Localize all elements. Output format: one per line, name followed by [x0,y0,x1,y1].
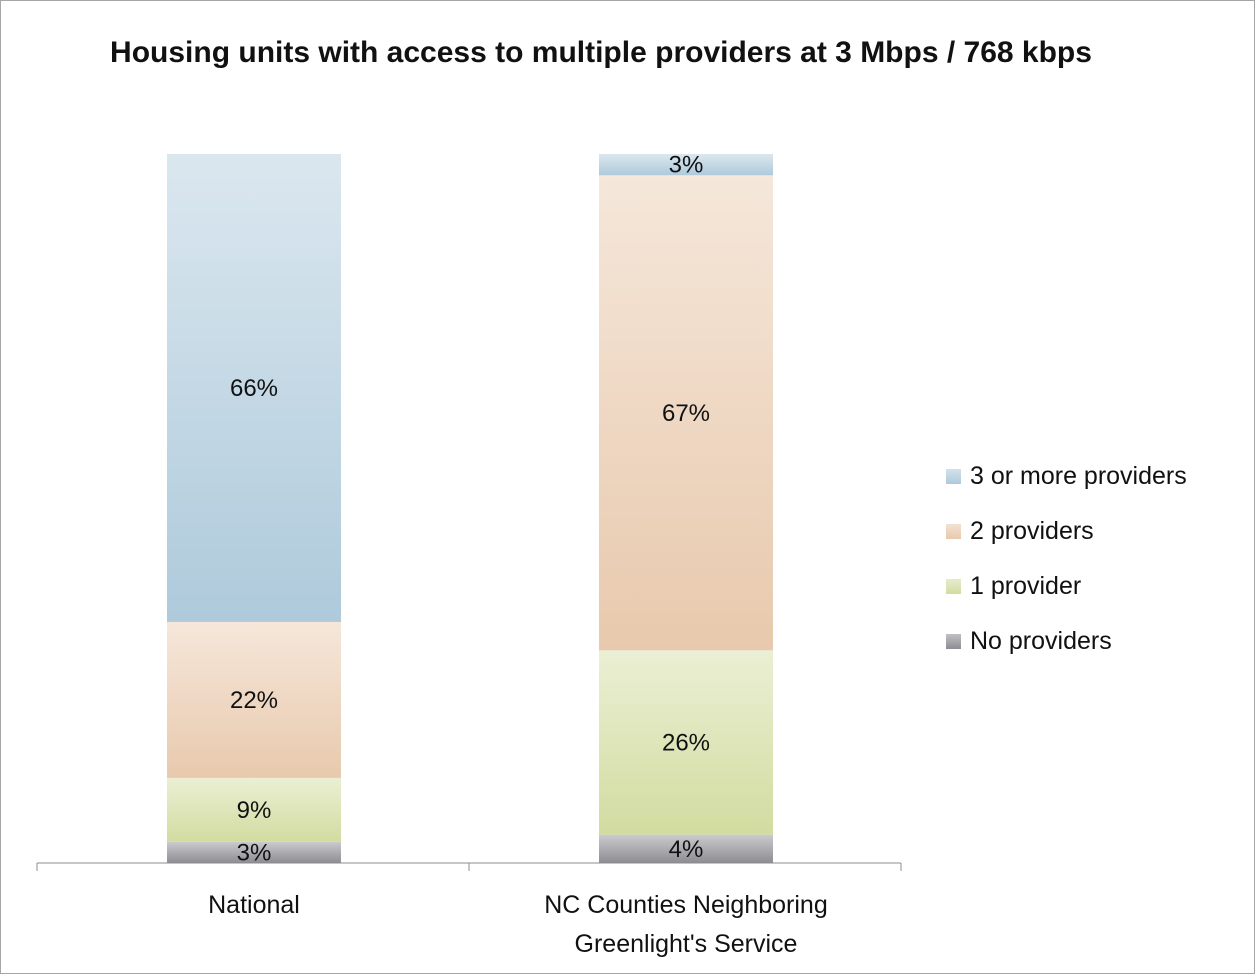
legend-item: 1 provider [946,559,1187,614]
bar-segment-2-providers-1 [599,175,773,651]
bar-segment-no-providers-1 [599,834,773,863]
legend-label: No providers [970,627,1112,655]
legend-item: 3 or more providers [946,449,1187,504]
bar-segment-3-or-more-providers-1 [599,154,773,176]
x-tick-label: National [208,891,300,919]
bar-segment-1-provider-1 [599,650,773,835]
bar-segment-2-providers-0 [167,621,341,778]
data-label: 3% [237,839,272,866]
legend-swatch [946,634,961,649]
bar-segment-no-providers-0 [167,841,341,863]
bar-segment-1-provider-0 [167,777,341,842]
legend-swatch [946,524,961,539]
data-label: 9% [237,797,272,824]
data-label: 22% [230,687,278,714]
legend-label: 1 provider [970,572,1082,600]
legend-swatch [946,579,961,594]
bar-segment-3-or-more-providers-0 [167,154,341,622]
data-label: 66% [230,375,278,402]
legend-label: 2 providers [970,517,1094,545]
legend-swatch [946,469,961,484]
data-label: 3% [669,152,704,179]
data-label: 26% [662,729,710,756]
legend-item: No providers [946,614,1187,669]
data-label: 4% [669,836,704,863]
chart-title: Housing units with access to multiple pr… [110,36,1092,69]
data-label: 67% [662,400,710,427]
x-tick-label: NC Counties Neighboring Greenlight's Serv… [544,891,827,973]
legend-label: 3 or more providers [970,462,1187,490]
chart-legend: 3 or more providers 2 providers 1 provider… [946,449,1187,669]
legend-item: 2 providers [946,504,1187,559]
